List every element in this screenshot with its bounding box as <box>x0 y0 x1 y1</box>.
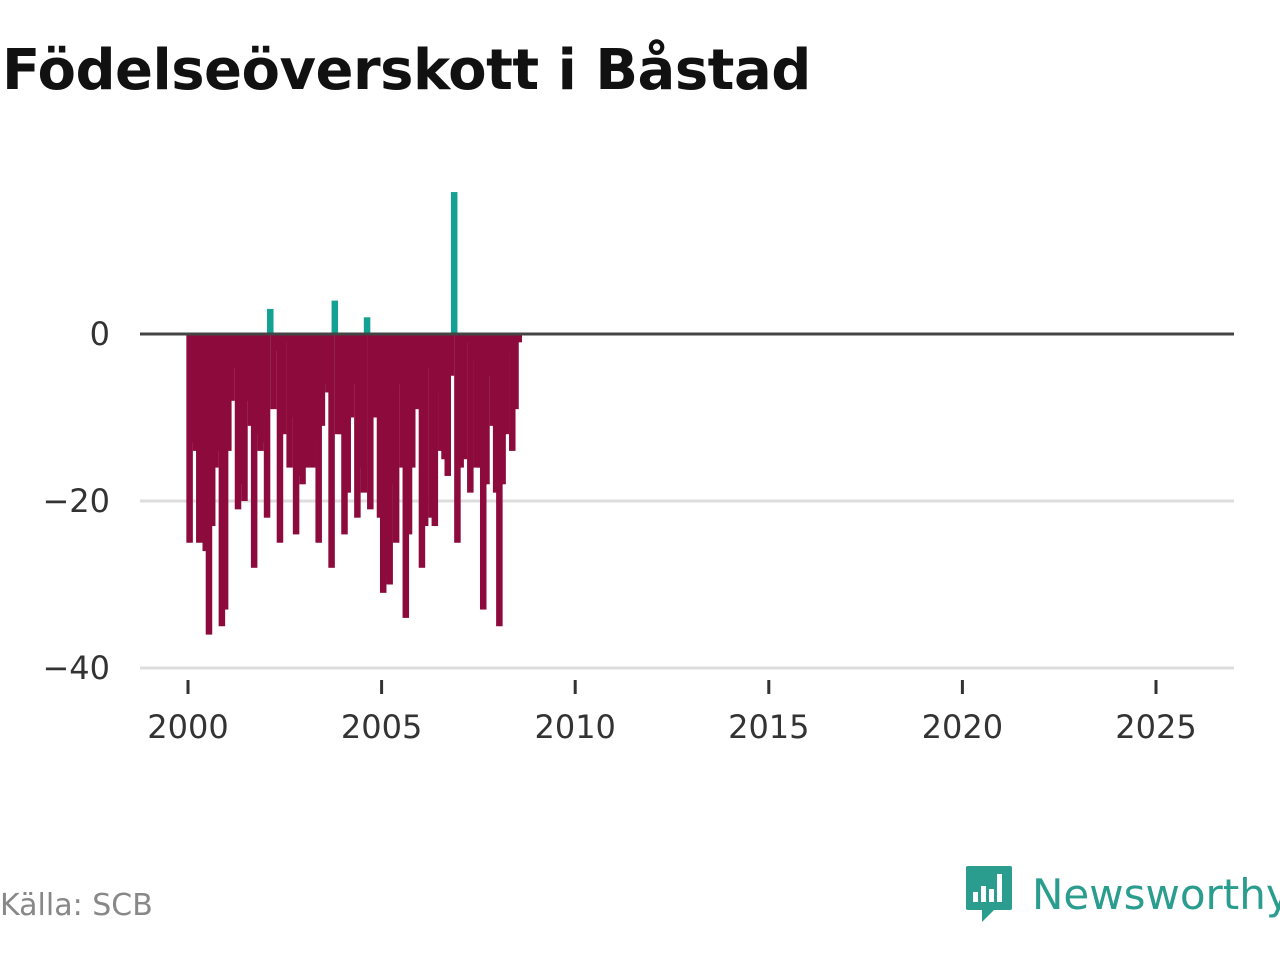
x-tick-label: 2025 <box>1115 708 1196 746</box>
bar <box>279 334 287 435</box>
bar <box>328 334 335 568</box>
y-axis: 0 −20 −40 <box>42 315 110 687</box>
bar <box>363 317 371 334</box>
bar <box>444 334 451 476</box>
bar <box>502 334 510 435</box>
bar <box>460 334 468 460</box>
bar <box>270 334 277 410</box>
bar <box>315 334 322 543</box>
grid-lines <box>140 499 1234 670</box>
bar <box>515 334 522 343</box>
x-tick-label: 2000 <box>147 708 228 746</box>
bar <box>467 334 474 493</box>
bar <box>263 334 271 518</box>
source-note: Källa: SCB <box>0 888 153 923</box>
bar <box>241 334 248 501</box>
chart-title: Födelseöverskott i Båstad <box>2 38 811 103</box>
x-tick-label: 2015 <box>728 708 809 746</box>
bar <box>392 334 400 543</box>
bars <box>186 192 522 635</box>
brand-name: Newsworthy <box>1032 869 1280 919</box>
brand: Newsworthy <box>964 864 1280 924</box>
bar <box>421 334 429 527</box>
y-tick-label: 0 <box>90 315 110 353</box>
bar <box>483 334 490 485</box>
bar <box>431 334 439 527</box>
bar <box>512 334 519 410</box>
bar <box>367 334 374 510</box>
x-tick-label: 2020 <box>922 708 1003 746</box>
x-tick-label: 2010 <box>534 708 615 746</box>
bar <box>450 192 458 334</box>
x-axis: 2000 2005 2010 2015 2020 2025 <box>147 680 1197 746</box>
bar <box>250 334 258 568</box>
bar <box>447 334 455 376</box>
bar <box>360 334 368 493</box>
bar <box>221 334 229 610</box>
bar <box>276 334 284 543</box>
y-tick-label: −20 <box>42 482 110 520</box>
newsworthy-logo-icon <box>966 866 1012 922</box>
x-tick-label: 2005 <box>341 708 422 746</box>
bar <box>267 308 274 334</box>
y-tick-label: −40 <box>42 649 110 687</box>
bar <box>409 334 416 468</box>
bar <box>331 300 339 334</box>
bar <box>302 334 310 468</box>
